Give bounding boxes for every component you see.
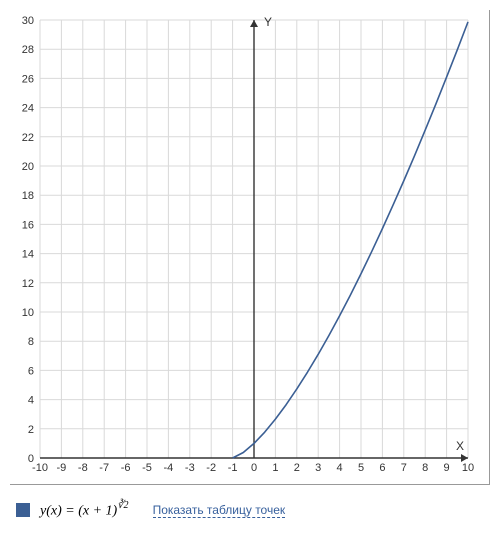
svg-text:-3: -3 [185, 462, 195, 474]
svg-text:0: 0 [251, 462, 257, 474]
svg-text:-8: -8 [78, 462, 88, 474]
svg-text:28: 28 [22, 44, 34, 56]
series-formula: y(x) = (x + 1)∛2 [40, 501, 129, 520]
chart-svg: -10-9-8-7-6-5-4-3-2-10123456789100246810… [10, 10, 480, 480]
chart-plot: -10-9-8-7-6-5-4-3-2-10123456789100246810… [10, 10, 480, 480]
svg-text:-5: -5 [142, 462, 152, 474]
show-points-table-link[interactable]: Показать таблицу точек [153, 503, 286, 518]
svg-text:3: 3 [315, 462, 321, 474]
formula-exponent: ∛2 [117, 500, 128, 511]
svg-text:30: 30 [22, 15, 34, 27]
svg-text:10: 10 [22, 307, 34, 319]
svg-text:16: 16 [22, 219, 34, 231]
legend-row: y(x) = (x + 1)∛2 Показать таблицу точек [10, 497, 490, 524]
svg-text:-1: -1 [228, 462, 238, 474]
svg-text:8: 8 [28, 336, 34, 348]
svg-text:8: 8 [422, 462, 428, 474]
svg-text:9: 9 [444, 462, 450, 474]
svg-text:20: 20 [22, 161, 34, 173]
svg-text:14: 14 [22, 249, 34, 261]
svg-text:1: 1 [272, 462, 278, 474]
svg-text:7: 7 [401, 462, 407, 474]
svg-text:-10: -10 [32, 462, 48, 474]
svg-text:X: X [456, 439, 464, 453]
svg-text:5: 5 [358, 462, 364, 474]
svg-text:24: 24 [22, 103, 34, 115]
svg-text:6: 6 [379, 462, 385, 474]
svg-text:12: 12 [22, 278, 34, 290]
svg-text:-7: -7 [99, 462, 109, 474]
svg-text:22: 22 [22, 132, 34, 144]
svg-text:26: 26 [22, 73, 34, 85]
svg-text:-4: -4 [164, 462, 174, 474]
svg-text:18: 18 [22, 190, 34, 202]
svg-text:6: 6 [28, 365, 34, 377]
chart-container: -10-9-8-7-6-5-4-3-2-10123456789100246810… [10, 10, 490, 485]
svg-text:-9: -9 [57, 462, 67, 474]
svg-text:4: 4 [337, 462, 343, 474]
svg-text:2: 2 [294, 462, 300, 474]
svg-text:-6: -6 [121, 462, 131, 474]
svg-text:4: 4 [28, 395, 34, 407]
svg-text:Y: Y [264, 15, 272, 29]
formula-base: y(x) = (x + 1) [40, 504, 117, 519]
svg-text:10: 10 [462, 462, 474, 474]
svg-text:0: 0 [28, 453, 34, 465]
svg-text:2: 2 [28, 424, 34, 436]
legend-swatch [16, 503, 30, 517]
svg-text:-2: -2 [206, 462, 216, 474]
